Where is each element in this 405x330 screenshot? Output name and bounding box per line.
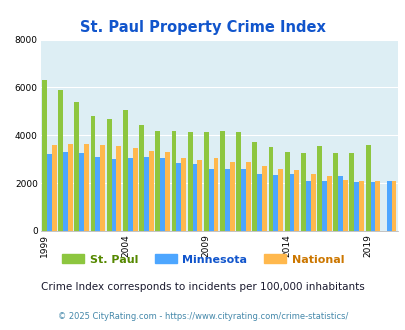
Bar: [337, 176, 342, 231]
Bar: [257, 174, 262, 231]
Bar: [358, 181, 363, 231]
Bar: [213, 158, 218, 231]
Bar: [252, 143, 257, 231]
Bar: [144, 157, 149, 231]
Text: St. Paul Property Crime Index: St. Paul Property Crime Index: [80, 20, 325, 35]
Bar: [333, 153, 337, 231]
Bar: [386, 181, 390, 231]
Bar: [187, 132, 192, 231]
Bar: [107, 118, 111, 231]
Bar: [176, 163, 181, 231]
Bar: [111, 159, 116, 231]
Bar: [100, 145, 105, 231]
Bar: [289, 174, 294, 231]
Bar: [95, 157, 100, 231]
Bar: [203, 132, 208, 231]
Bar: [149, 151, 153, 231]
Bar: [262, 166, 266, 231]
Bar: [197, 160, 202, 231]
Bar: [370, 182, 375, 231]
Text: Crime Index corresponds to incidents per 100,000 inhabitants: Crime Index corresponds to incidents per…: [41, 282, 364, 292]
Bar: [326, 176, 331, 231]
Text: © 2025 CityRating.com - https://www.cityrating.com/crime-statistics/: © 2025 CityRating.com - https://www.city…: [58, 312, 347, 321]
Bar: [208, 169, 213, 231]
Bar: [245, 162, 250, 231]
Bar: [229, 162, 234, 231]
Bar: [132, 148, 137, 231]
Bar: [192, 164, 197, 231]
Bar: [63, 152, 68, 231]
Bar: [236, 132, 241, 231]
Bar: [160, 158, 164, 231]
Bar: [79, 153, 84, 231]
Bar: [58, 90, 63, 231]
Bar: [321, 181, 326, 231]
Bar: [375, 181, 379, 231]
Bar: [224, 169, 229, 231]
Bar: [181, 158, 185, 231]
Bar: [354, 182, 358, 231]
Bar: [277, 169, 282, 231]
Bar: [155, 130, 160, 231]
Bar: [241, 169, 245, 231]
Bar: [52, 145, 56, 231]
Bar: [68, 144, 72, 231]
Bar: [268, 147, 273, 231]
Bar: [294, 170, 298, 231]
Bar: [116, 146, 121, 231]
Bar: [139, 124, 144, 231]
Bar: [74, 102, 79, 231]
Bar: [220, 130, 224, 231]
Bar: [342, 180, 347, 231]
Bar: [305, 181, 310, 231]
Bar: [310, 174, 315, 231]
Bar: [349, 153, 354, 231]
Bar: [284, 152, 289, 231]
Bar: [42, 80, 47, 231]
Bar: [90, 116, 95, 231]
Bar: [123, 110, 128, 231]
Bar: [273, 175, 277, 231]
Bar: [300, 153, 305, 231]
Legend: St. Paul, Minnesota, National: St. Paul, Minnesota, National: [57, 250, 348, 269]
Bar: [47, 154, 52, 231]
Bar: [128, 158, 132, 231]
Bar: [316, 146, 321, 231]
Bar: [84, 144, 89, 231]
Bar: [365, 145, 370, 231]
Bar: [171, 130, 176, 231]
Bar: [164, 152, 169, 231]
Bar: [390, 181, 395, 231]
